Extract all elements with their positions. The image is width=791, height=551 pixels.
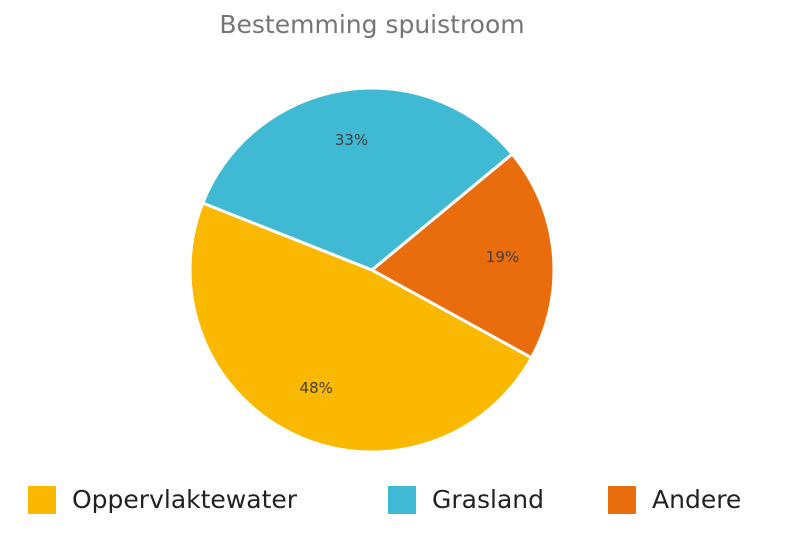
legend-swatch [388,486,416,514]
data-label: 19% [486,248,519,266]
data-label: 33% [335,131,368,149]
pie-slice [369,151,556,360]
chart-title: Bestemming spuistroom [219,10,524,39]
legend-swatch [608,486,636,514]
legend-label: Andere [652,485,741,514]
data-label: 48% [300,379,333,397]
pie-slice [188,201,534,454]
pie-slice [200,86,515,272]
legend-swatch [28,486,56,514]
legend-label: Grasland [432,485,544,514]
legend-label: Oppervlaktewater [72,485,298,514]
